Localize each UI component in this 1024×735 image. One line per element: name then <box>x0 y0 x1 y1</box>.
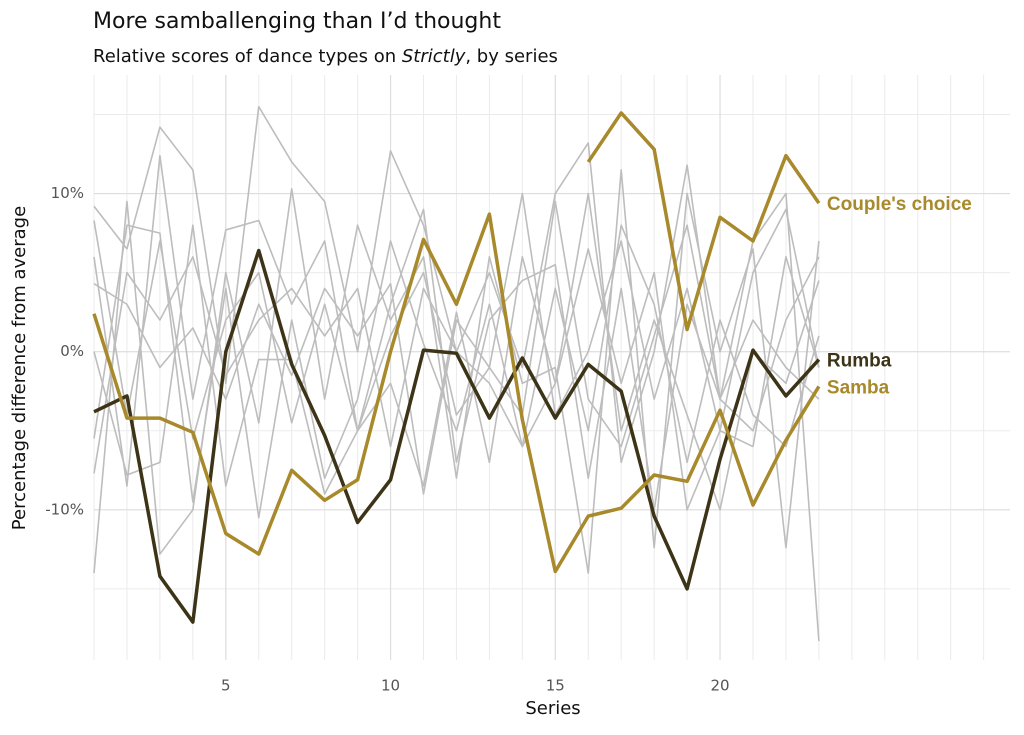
y-tick-label: 10% <box>51 184 84 202</box>
subtitle-part: , by series <box>465 46 558 67</box>
highlight-line <box>586 111 821 332</box>
series-label: Samba <box>827 377 890 398</box>
series-label: Rumba <box>827 351 892 372</box>
series-line <box>93 192 820 448</box>
y-tick-label: 0% <box>60 342 84 360</box>
highlight-line <box>93 248 821 624</box>
series-label: Couple's choice <box>827 194 972 215</box>
x-tick-label: 20 <box>710 677 729 695</box>
x-tick-label: 10 <box>381 677 400 695</box>
chart-subtitle: Relative scores of dance types on Strict… <box>93 46 558 67</box>
series-line <box>93 200 820 495</box>
highlight-line <box>92 212 821 574</box>
series-line <box>93 169 820 574</box>
chart-title: More samballenging than I’d thought <box>93 9 501 34</box>
x-tick-label: 15 <box>546 677 565 695</box>
subtitle-part: Relative scores of dance types on <box>93 46 402 67</box>
y-axis-label: Percentage difference from average <box>9 206 30 530</box>
x-tick-label: 5 <box>221 677 231 695</box>
series-line <box>93 154 820 511</box>
subtitle-part: Strictly <box>402 46 466 67</box>
x-axis-label: Series <box>525 698 580 719</box>
y-tick-label: -10% <box>45 500 84 518</box>
